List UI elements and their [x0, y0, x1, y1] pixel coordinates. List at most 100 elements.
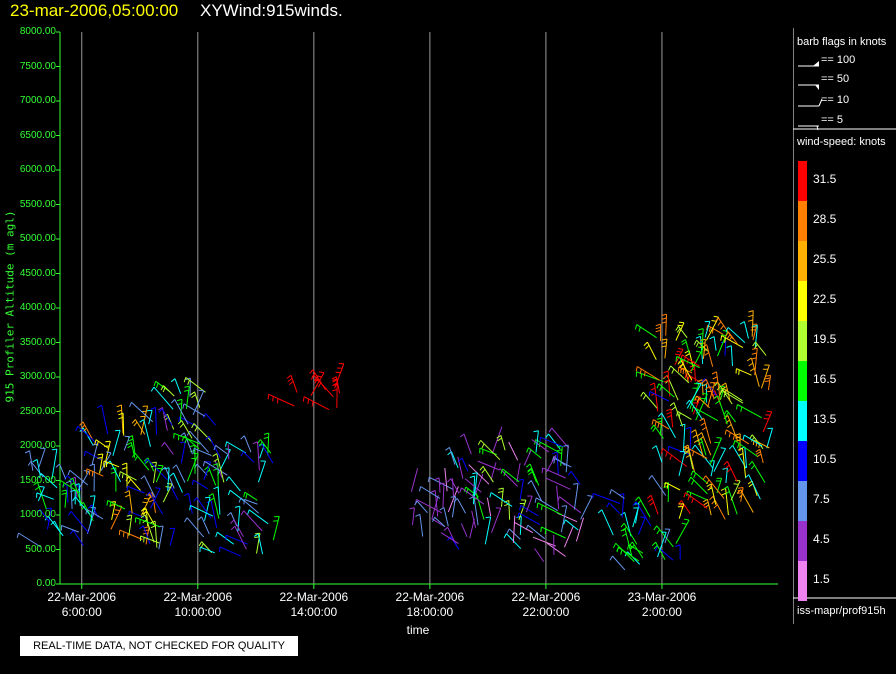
wind-barb-flag	[432, 516, 436, 522]
wind-barb	[477, 460, 501, 471]
wind-barb	[66, 484, 69, 503]
wind-barb	[490, 492, 513, 507]
wind-barb-flag	[651, 541, 657, 547]
wind-barb	[233, 519, 244, 538]
wind-barb-flag	[736, 404, 738, 410]
wind-barb-flag	[684, 446, 687, 452]
wind-barb	[216, 453, 225, 483]
wind-barb	[162, 385, 175, 397]
wind-barb	[701, 432, 712, 456]
y-tick-label: 3500.00	[19, 336, 56, 348]
wind-barb-flag	[725, 464, 730, 469]
y-tick-label: 5500.00	[19, 198, 56, 210]
wind-barb-flag	[765, 377, 771, 380]
wind-barb	[243, 435, 252, 453]
wind-barb	[754, 348, 758, 376]
wind-barb-flag	[34, 486, 40, 491]
wind-barb-flag	[146, 491, 151, 497]
wind-barb	[142, 525, 151, 544]
wind-barb-flag	[144, 526, 150, 529]
wind-barb-flag	[500, 468, 504, 474]
wind-barb-flag	[61, 489, 67, 492]
wind-barb-flag	[656, 383, 660, 389]
wind-barb-flag	[587, 495, 593, 497]
wind-barb	[716, 371, 721, 400]
wind-barb-flag	[158, 408, 163, 413]
wind-barb-flag	[696, 438, 702, 443]
wind-barb	[244, 491, 258, 501]
wind-barb-flag	[683, 492, 686, 498]
wind-barb-flag	[655, 326, 661, 330]
wind-barb-flag	[87, 504, 93, 509]
wind-barb	[30, 461, 44, 478]
wind-barb	[461, 457, 469, 472]
wind-barb-flag	[302, 396, 305, 402]
speed-scale-label: 19.5	[813, 332, 837, 346]
wind-barb-flag	[724, 429, 727, 435]
wind-barb-flag	[225, 441, 228, 447]
wind-barb-flag	[725, 419, 730, 424]
wind-barb-flag	[633, 503, 640, 505]
wind-barb-flag	[685, 426, 692, 430]
wind-barb	[464, 478, 482, 493]
wind-barb-flag	[162, 387, 166, 393]
wind-barb	[465, 486, 479, 498]
wind-barb-flag	[439, 507, 445, 511]
wind-barb-flag	[677, 348, 684, 350]
wind-barb-flag	[517, 512, 520, 518]
wind-barb	[431, 518, 445, 527]
wind-barb	[261, 443, 274, 464]
wind-barb	[155, 465, 164, 483]
wind-barb-flag	[660, 448, 664, 454]
wind-barb-flag	[709, 495, 714, 501]
barb-legend-item: == 100	[821, 54, 856, 66]
wind-barb	[726, 461, 738, 482]
wind-barb	[74, 496, 90, 515]
wind-barb-flag	[208, 493, 214, 497]
wind-barb	[189, 430, 209, 453]
wind-barb	[705, 475, 725, 499]
wind-barb	[748, 474, 761, 500]
speed-scale-label: 25.5	[813, 252, 837, 266]
wind-barb-flag	[664, 482, 666, 488]
wind-barb-flag	[139, 419, 145, 423]
wind-barb	[120, 404, 124, 434]
wind-barb-flag	[75, 425, 79, 431]
wind-barb-flag	[287, 378, 293, 382]
wind-barb	[257, 441, 260, 471]
wind-barb-flag	[651, 445, 657, 450]
wind-barb-flag	[65, 480, 71, 484]
wind-barb-flag	[519, 505, 522, 511]
wind-barb-flag	[538, 442, 541, 448]
speed-scale-swatch	[798, 521, 807, 561]
wind-barb	[447, 486, 459, 513]
wind-barb	[682, 424, 686, 452]
wind-barb-flag	[717, 321, 722, 326]
y-tick-label: 6000.00	[19, 164, 56, 175]
wind-barb-flag	[661, 338, 668, 341]
wind-barb	[204, 497, 211, 521]
wind-barb	[82, 421, 93, 440]
barb-legend-item: == 50	[821, 73, 850, 85]
wind-barb-flag	[563, 444, 569, 447]
wind-barb-flag	[642, 394, 647, 400]
wind-barb-flag	[481, 468, 486, 474]
wind-barb	[450, 451, 459, 469]
wind-barb-flag	[150, 525, 156, 529]
wind-barb-flag	[676, 350, 682, 353]
wind-barb-flag	[67, 470, 71, 476]
wind-barb	[665, 314, 667, 336]
wind-barb-flag	[630, 544, 635, 550]
wind-barb	[38, 448, 46, 468]
wind-barb-flag	[263, 436, 269, 439]
wind-barb-flag	[213, 458, 219, 462]
wind-barb	[700, 438, 707, 456]
wind-barb	[169, 528, 176, 546]
wind-barb-flag	[140, 475, 145, 480]
speed-scale-swatch	[798, 401, 807, 441]
wind-barb-flag	[414, 500, 418, 506]
wind-barb	[91, 444, 98, 465]
wind-barb	[721, 389, 744, 404]
wind-barb-flag	[649, 501, 654, 506]
wind-barb-flag	[702, 393, 708, 395]
